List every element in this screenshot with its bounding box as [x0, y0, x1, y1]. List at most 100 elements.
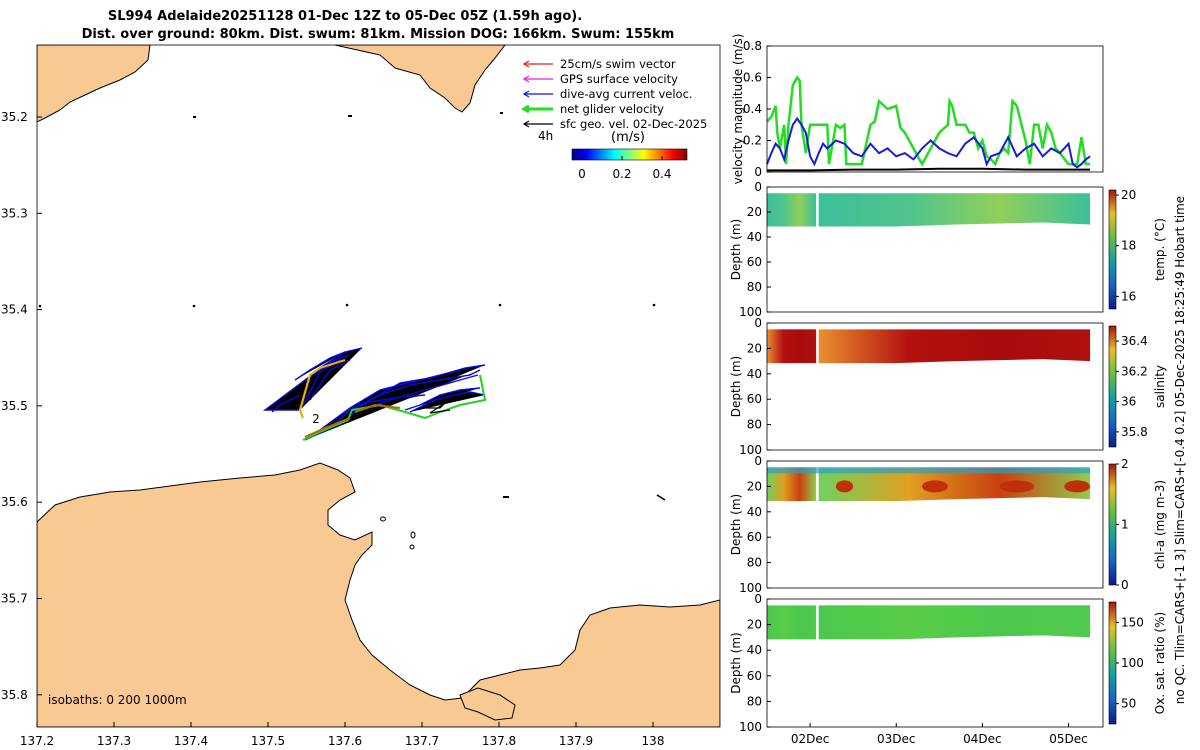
y-tick-label: 0 [754, 180, 762, 194]
y-tick-label: 60 [747, 255, 762, 269]
y-tick-label: 0.2 [743, 134, 762, 148]
y-tick-label: 20 [747, 341, 762, 355]
heatmap-patch [835, 480, 854, 493]
colorbar-title: (m/s) [611, 130, 645, 145]
colorbar-tick-label: 2 [1121, 457, 1129, 471]
heatmap-patch [1064, 480, 1091, 493]
y-tick-label: 0.4 [743, 102, 762, 116]
y-tick-label: 40 [747, 505, 762, 519]
colorbar-label: temp. (°C) [1153, 218, 1167, 281]
land-north [334, 45, 506, 113]
heatmap-band [818, 193, 1091, 227]
profile-axes [766, 322, 1104, 451]
y-tick-label: 40 [747, 643, 762, 657]
map-panel: 2 137.2 137.3 137.4 137.5 137.6 137.7 137.8 137… [1, 44, 721, 748]
map-x-tick-label: 137.8 [482, 734, 516, 748]
heatmap-patch [922, 480, 948, 493]
colorbar-tick-label: 36 [1121, 395, 1136, 409]
x-tick-label: 03Dec [877, 732, 916, 746]
profile-axes [766, 460, 1104, 589]
legend-label: dive-avg current veloc. [560, 87, 693, 101]
heatmap-band [818, 467, 1091, 502]
profile-colorbar [1108, 601, 1117, 725]
y-tick-label: 0 [754, 454, 762, 468]
profile-axes [766, 598, 1104, 728]
title-line1: SL994 Adelaide20251128 01-Dec 12Z to 05-… [108, 9, 582, 24]
colorbar-label: chl-a (mg m-3) [1153, 480, 1167, 569]
y-tick-label: 60 [747, 530, 762, 544]
series-line [766, 75, 1091, 167]
y-tick-label: 0.8 [743, 39, 762, 53]
x-tick-label: 05Dec [1049, 732, 1088, 746]
y-tick-label: 20 [747, 205, 762, 219]
map-x-tick-label: 137.6 [328, 734, 362, 748]
series-line [767, 167, 1091, 172]
profile-colorbar [1108, 325, 1117, 448]
colorbar-tick-label: 0 [578, 167, 586, 181]
velocity-axes [766, 45, 1104, 173]
y-tick-label: 80 [747, 280, 762, 294]
y-tick-label: 20 [747, 618, 762, 632]
x-tick-label: 04Dec [963, 732, 1002, 746]
y-tick-label: 40 [747, 230, 762, 244]
map-x-tick-label: 137.4 [174, 734, 208, 748]
map-x-ticks: 137.2 137.3 137.4 137.5 137.6 137.7 137.8 137.9… [20, 722, 664, 748]
legend-arrowhead [522, 120, 530, 128]
map-x-tick-label: 137.2 [20, 734, 54, 748]
land-south [37, 462, 720, 727]
y-tick-label: 40 [747, 367, 762, 381]
heatmap-band [818, 605, 1091, 640]
time-marker: 4h [538, 129, 553, 143]
map-x-tick-label: 137.3 [97, 734, 131, 748]
land-northwest [37, 45, 151, 123]
y-tick-label: 100 [739, 305, 762, 319]
side-label: no QC. Tlim=CARS+[-1 3] Slim=CARS+[-0.4 … [1173, 196, 1187, 704]
legend-arrowhead [522, 90, 530, 98]
land-islet [459, 687, 516, 721]
colorbar-tick-label: 20 [1121, 188, 1136, 202]
colorbar-tick-label: 0.2 [612, 167, 631, 181]
profile-axes [766, 186, 1104, 313]
map-colorbar-ticks: 0 0.2 0.4 [578, 156, 672, 181]
profile-panel: 0 20 40 60 80 100 Depth (m) 35.8 36 36.2 36.4 salin… [729, 316, 1167, 457]
y-tick-label: 80 [747, 418, 762, 432]
colorbar-tick-label: 18 [1121, 239, 1136, 253]
profile-colorbar [1108, 463, 1117, 586]
colorbar-tick-label: 0.4 [652, 167, 671, 181]
map-y-tick-label: 35.5 [1, 399, 28, 413]
profile-panel: 0 20 40 60 80 100 Depth (m) 0 1 2 chl-a (mg m-3) [729, 454, 1167, 595]
legend-arrowhead [522, 60, 530, 68]
legend-arrowhead [521, 104, 530, 114]
colorbar-tick-label: 16 [1121, 289, 1136, 303]
y-tick-label: 0.6 [743, 71, 762, 85]
y-tick-label: 60 [747, 669, 762, 683]
colorbar-label: salinity [1153, 365, 1167, 408]
depth-ylabel: Depth (m) [729, 494, 743, 555]
depth-ylabel: Depth (m) [729, 632, 743, 693]
map-axes [36, 44, 721, 728]
colorbar-label: Ox. sat. ratio (%) [1153, 612, 1167, 714]
map-x-tick-label: 137.5 [251, 734, 285, 748]
legend-label: sfc geo. vel. 02-Dec-2025 [560, 117, 707, 131]
y-tick-label: 20 [747, 479, 762, 493]
map-x-tick-label: 137.7 [405, 734, 439, 748]
depth-ylabel: Depth (m) [729, 219, 743, 280]
track-label: 2 [312, 412, 320, 426]
heatmap-patch [999, 480, 1035, 493]
legend-arrowhead [522, 75, 530, 83]
profile-panel: 0 20 40 60 80 100 Depth (m) 50 100 150 Ox. sat. ra… [729, 592, 1167, 746]
y-tick-label: 100 [739, 720, 762, 734]
heatmap-band [767, 329, 817, 364]
profile-panel: 0 20 40 60 80 100 Depth (m) 16 18 20 temp. (°C) [729, 180, 1167, 319]
y-tick-label: 100 [739, 443, 762, 457]
legend-label: GPS surface velocity [560, 72, 678, 86]
legend-label: net glider velocity [560, 102, 664, 116]
map-y-tick-label: 35.4 [1, 303, 28, 317]
series-line [766, 116, 1091, 169]
x-tick-label: 02Dec [791, 732, 830, 746]
depth-ylabel: Depth (m) [729, 356, 743, 417]
title-line2: Dist. over ground: 80km. Dist. swum: 81k… [82, 27, 675, 42]
